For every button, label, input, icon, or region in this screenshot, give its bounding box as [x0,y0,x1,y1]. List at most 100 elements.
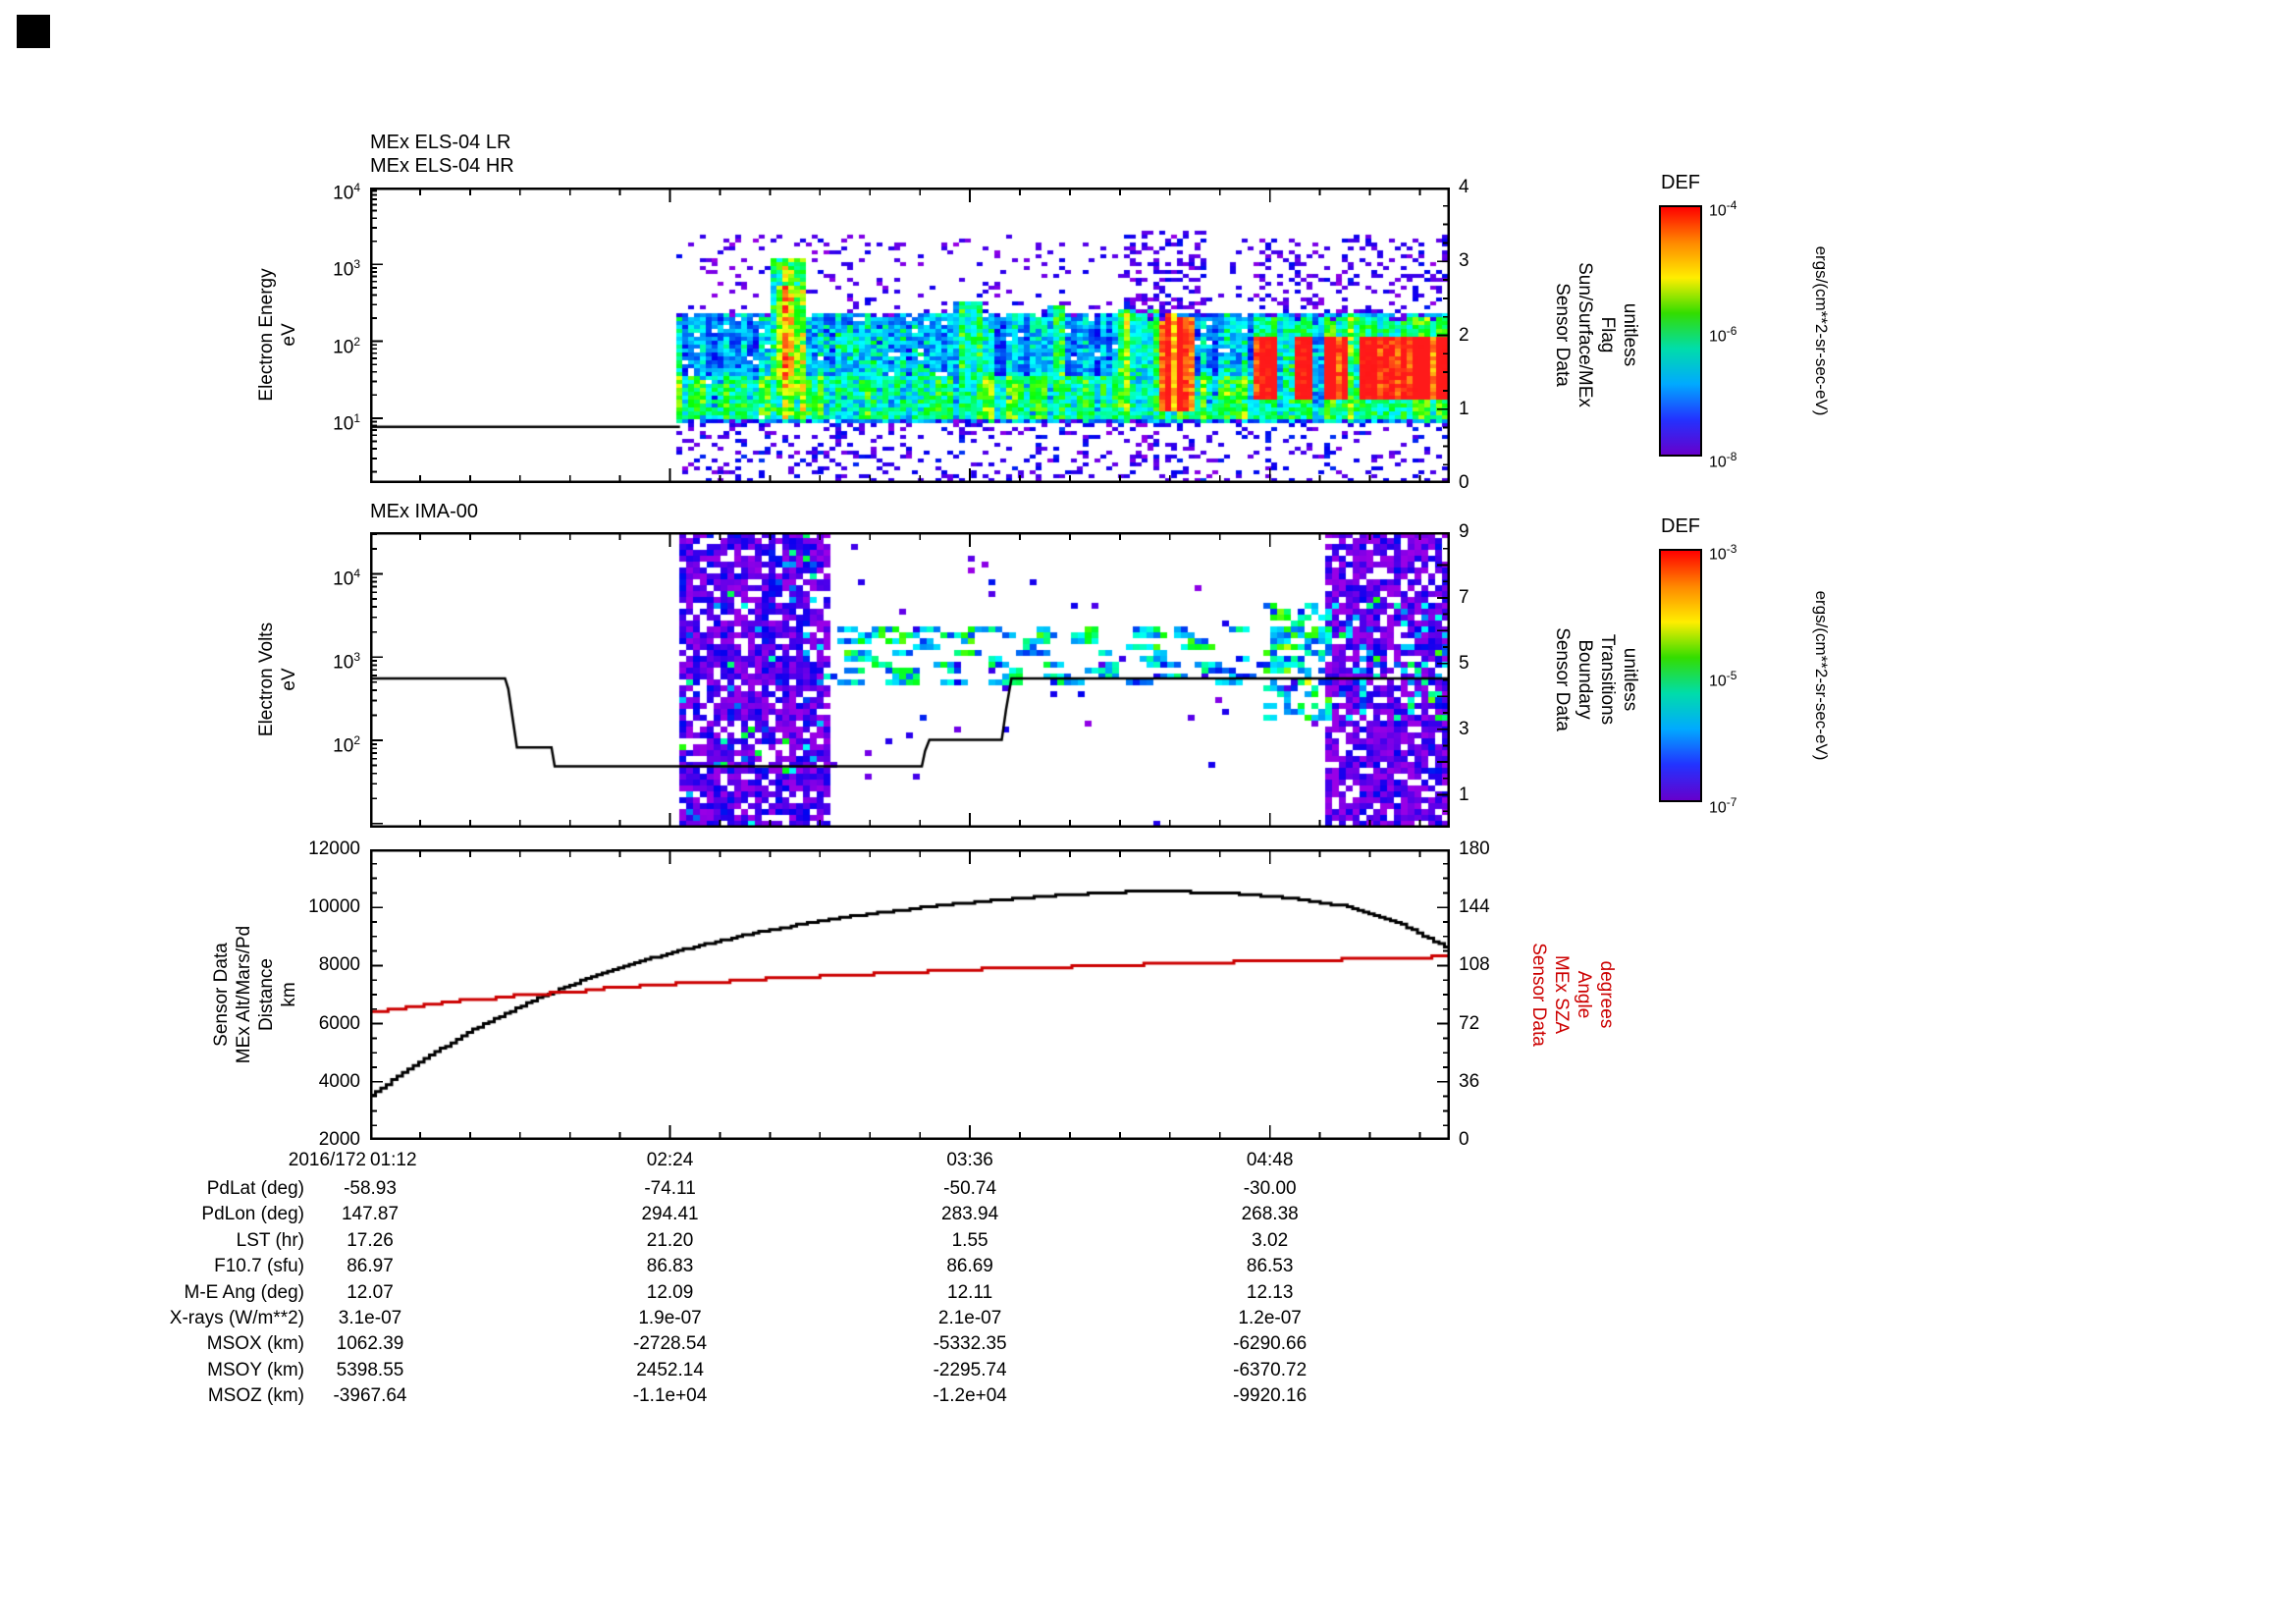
y-tick-label: 102 [333,732,360,757]
ancillary-value: 1.55 [951,1229,988,1251]
altitude-sza-panel [370,849,1450,1140]
p1-canvas [370,188,1450,483]
y-tick-label: 10000 [308,896,360,918]
ancillary-value: -1.2e+04 [933,1385,1007,1407]
colorbar [1659,549,1702,802]
y-tick-label: 6000 [318,1012,360,1034]
colorbar-units-label: ergs/(cm**2-sr-sec-eV) [1812,245,1831,416]
ancillary-row-label: M-E Ang (deg) [184,1281,305,1303]
ancillary-value: 268.38 [1241,1204,1299,1225]
ancillary-value: 3.02 [1252,1229,1289,1251]
ancillary-value: -2728.54 [633,1333,708,1355]
axis-label-line: Sensor Data [1552,627,1573,731]
y-tick-label: 1 [1459,784,1469,805]
panel2-y-axis-label: Electron Volts eV [256,622,299,737]
colorbar-tick-label: 10-5 [1709,669,1737,690]
ancillary-value: 12.09 [646,1281,694,1303]
axis-label-line: MEx SZA [1551,954,1572,1035]
corner-mark [17,15,50,48]
ancillary-row-label: PdLat (deg) [206,1178,304,1199]
y-tick-label: 36 [1459,1070,1480,1092]
ancillary-row-label: PdLon (deg) [201,1204,304,1225]
p3-axes [370,849,1450,1140]
y-tick-label: 3 [1459,718,1469,739]
ancillary-value: 17.26 [347,1229,394,1251]
y-tick-label: 2 [1459,324,1469,346]
ancillary-value: -1.1e+04 [632,1385,708,1407]
els-spectrogram-panel [370,188,1450,483]
ancillary-value: -2295.74 [933,1359,1007,1380]
ancillary-value: 86.83 [646,1256,694,1277]
y-tick-label: 102 [333,334,360,357]
p2-right-axis-label: unitless Transitions Boundary Sensor Data [1551,627,1641,731]
y-tick-label: 108 [1459,954,1490,976]
y-tick-label: 4 [1459,177,1469,197]
ancillary-value: 1.2e-07 [1238,1308,1302,1328]
colorbar-title: DEF [1661,515,1700,537]
ancillary-value: -9920.16 [1233,1385,1308,1407]
time-tick-label: 04:48 [1246,1150,1294,1170]
y-tick-label: 2000 [318,1129,360,1150]
ancillary-value: 1062.39 [336,1333,404,1355]
y-tick-label: 180 [1459,839,1490,859]
p3-right-axis-label: degrees Angle MEx SZA Sensor Data [1527,943,1618,1047]
p2-canvas [370,532,1450,828]
p1-right-axis-label: unitless Flag Sun/Surface/MEx Sensor Data [1551,262,1641,407]
ancillary-value: 2.1e-07 [937,1308,1002,1328]
y-tick-label: 0 [1459,1129,1469,1150]
axis-label-line: degrees [1596,960,1617,1029]
y-tick-label: 72 [1459,1012,1480,1034]
colorbar-tick-label: 10-3 [1709,542,1737,564]
ancillary-value: 12.07 [347,1281,394,1303]
ancillary-value: -74.11 [644,1178,696,1199]
ancillary-value: 2452.14 [636,1359,704,1380]
ancillary-row-label: MSOY (km) [207,1359,304,1380]
ancillary-row-label: X-rays (W/m**2) [169,1308,304,1328]
axis-label-line: Sensor Data [1528,943,1549,1047]
ancillary-value: 147.87 [341,1204,400,1225]
colorbar [1659,205,1702,457]
p1-axes [370,188,1450,483]
y-tick-label: 1 [1459,398,1469,419]
colorbar-tick-label: 10-4 [1709,198,1737,220]
ancillary-value: -5332.35 [933,1333,1007,1355]
ima-spectrogram-panel [370,532,1450,828]
p2-axes [370,532,1450,828]
axis-label-line: Sensor Data [1552,283,1573,387]
time-tick-label: 02:24 [646,1150,694,1170]
ancillary-value: 12.11 [947,1281,993,1303]
panel2-title: MEx IMA-00 [370,501,479,522]
ancillary-value: 12.13 [1246,1281,1294,1303]
ancillary-value: -6290.66 [1233,1333,1308,1355]
p3-canvas [370,849,1450,1140]
y-tick-label: 12000 [308,839,360,859]
date-label: 2016/172 [288,1150,366,1170]
ancillary-value: -58.93 [344,1178,397,1199]
colorbar-tick-label: 10-6 [1709,324,1737,346]
colorbar-tick-label: 10-8 [1709,450,1737,471]
ancillary-row-label: MSOZ (km) [207,1385,304,1407]
y-tick-label: 9 [1459,521,1469,542]
axis-label-line: Transitions [1597,633,1618,726]
axis-label-line: unitless [1620,647,1640,712]
y-tick-label: 0 [1459,472,1469,493]
axis-label-line: Angle [1574,970,1594,1019]
colorbar-title: DEF [1661,172,1700,193]
ancillary-row-label: MSOX (km) [206,1333,304,1355]
ancillary-value: 21.20 [646,1229,694,1251]
y-tick-label: 3 [1459,250,1469,272]
ancillary-value: 3.1e-07 [338,1308,402,1328]
ancillary-value: 86.69 [946,1256,993,1277]
ancillary-value: -50.74 [943,1178,997,1199]
panel3-y-axis-label: Sensor Data MEx Alt/Mars/Pd Distance km [211,925,299,1064]
ancillary-value: 283.94 [941,1204,999,1225]
ancillary-value: -30.00 [1243,1178,1297,1199]
y-tick-label: 101 [333,410,360,435]
y-tick-label: 5 [1459,652,1469,674]
ancillary-value: 294.41 [641,1204,699,1225]
ancillary-value: 5398.55 [336,1359,404,1380]
colorbar-units-label: ergs/(cm**2-sr-sec-eV) [1812,590,1831,761]
axis-label-line: unitless [1620,302,1640,367]
ancillary-row-label: F10.7 (sfu) [214,1256,304,1277]
ancillary-value: 86.53 [1246,1256,1294,1277]
